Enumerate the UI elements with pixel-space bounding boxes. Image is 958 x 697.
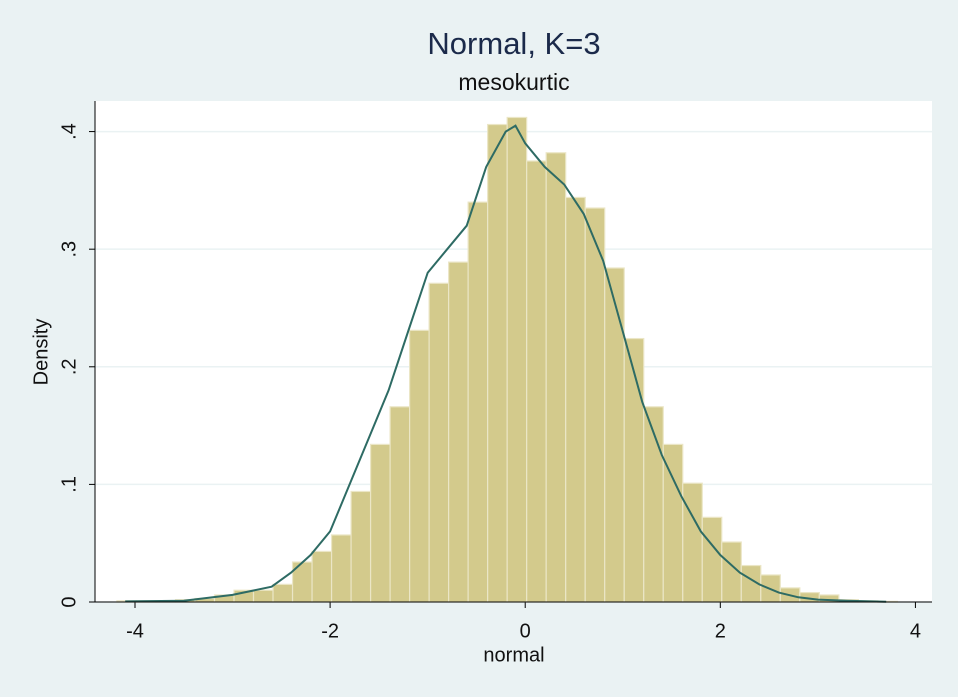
bar xyxy=(252,589,274,603)
y-tick-label: .2 xyxy=(58,358,80,375)
bar xyxy=(526,160,547,603)
bar xyxy=(643,406,664,603)
bar xyxy=(369,443,391,603)
bar xyxy=(604,267,625,603)
x-tick-label: -2 xyxy=(321,620,339,642)
chart-subtitle: mesokurtic xyxy=(458,69,569,95)
y-tick-label: .1 xyxy=(58,476,80,493)
bar xyxy=(545,152,567,603)
bar xyxy=(272,583,294,603)
bar xyxy=(565,196,586,603)
bar xyxy=(311,550,333,603)
bar xyxy=(487,123,508,603)
bar xyxy=(448,261,469,603)
bar xyxy=(701,516,723,603)
bar xyxy=(506,116,528,603)
y-tick-label: 0 xyxy=(58,596,80,607)
x-tick-label: 0 xyxy=(520,620,531,642)
density-line xyxy=(125,124,887,603)
bar xyxy=(623,337,645,603)
y-tick-label: .4 xyxy=(58,123,80,140)
bar xyxy=(662,443,684,603)
y-tick-label: .3 xyxy=(58,241,80,258)
bar xyxy=(428,282,450,603)
bar xyxy=(389,406,411,603)
x-tick-label: 4 xyxy=(910,620,921,642)
x-tick-label: 2 xyxy=(715,620,726,642)
chart-title: Normal, K=3 xyxy=(427,26,600,61)
bar xyxy=(409,329,430,603)
bar xyxy=(350,490,372,603)
x-axis-label: normal xyxy=(483,644,544,666)
x-tick-label: -4 xyxy=(126,620,144,642)
bar xyxy=(467,201,489,603)
bar xyxy=(682,482,703,603)
bar xyxy=(584,207,606,603)
y-axis-label: Density xyxy=(30,319,52,386)
bar xyxy=(330,534,352,603)
